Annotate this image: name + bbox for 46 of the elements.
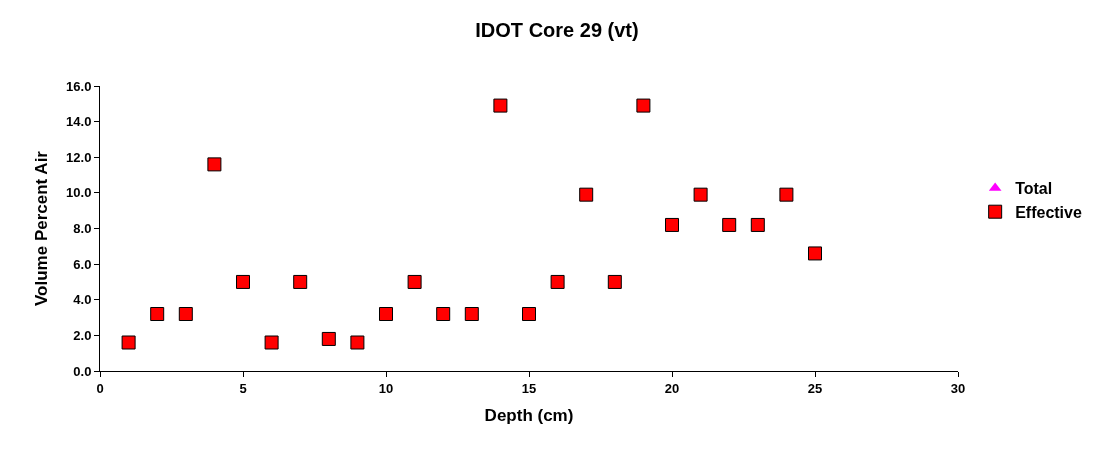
x-tick-label: 0: [96, 380, 104, 396]
point: [321, 331, 336, 346]
y-tick-label: 12.0: [66, 149, 92, 165]
point: [350, 335, 365, 350]
legend-label: Total: [1015, 180, 1053, 198]
point: [150, 307, 165, 321]
point: [665, 217, 679, 232]
x-tick-label: 30: [950, 380, 966, 396]
point: [636, 98, 651, 113]
point: [779, 187, 794, 202]
point: [522, 307, 536, 321]
y-tick-label: 6.0: [73, 256, 92, 272]
point: [178, 307, 193, 321]
point: [579, 187, 594, 202]
x-axis-title: Depth (cm): [484, 406, 574, 425]
point: [121, 335, 136, 350]
point: [550, 274, 565, 289]
point: [379, 307, 393, 321]
y-axis-title: Volume Percent Air: [31, 150, 51, 306]
x-tick-label: 20: [664, 380, 680, 396]
point: [464, 307, 479, 321]
point: [808, 246, 822, 261]
y-tick-label: 4.0: [73, 292, 92, 308]
y-tick-label: 16.0: [66, 78, 92, 94]
x-tick-label: 5: [239, 380, 247, 396]
legend-label: Effective: [1015, 203, 1082, 221]
point: [607, 274, 622, 289]
point: [750, 217, 765, 232]
y-tick-label: 2.0: [73, 327, 92, 343]
y-tick-label: 8.0: [73, 221, 92, 237]
point: [207, 157, 222, 172]
y-tick-label: 0.0: [73, 363, 92, 379]
point: [407, 274, 422, 289]
point: [436, 307, 451, 321]
point: [236, 274, 250, 289]
x-tick-label: 15: [521, 380, 537, 396]
y-tick-label: 10.0: [66, 185, 92, 201]
x-tick-label: 25: [807, 380, 823, 396]
y-tick-label: 14.0: [66, 114, 92, 130]
x-tick-label: 10: [378, 380, 394, 396]
point: [293, 274, 308, 289]
point: [693, 187, 708, 202]
point: [493, 98, 508, 113]
point: [264, 335, 279, 350]
point: [722, 217, 737, 232]
chart-title: IDOT Core 29 (vt): [475, 18, 639, 41]
